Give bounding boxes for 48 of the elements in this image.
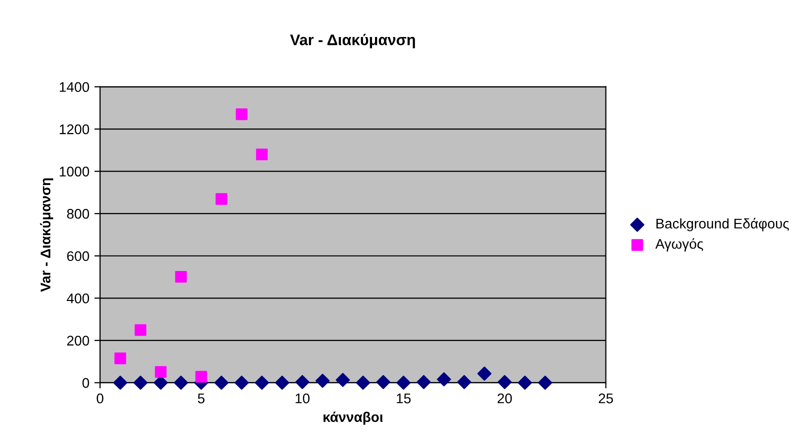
- point: [477, 366, 492, 381]
- point: [214, 376, 228, 390]
- x-tick-label: 10: [296, 393, 310, 404]
- point: [376, 375, 390, 390]
- point: [436, 372, 452, 386]
- point: [275, 376, 290, 390]
- point: [316, 374, 330, 388]
- legend-label: Background Εδάφους: [656, 218, 789, 232]
- y-tick-label: 1400: [60, 82, 90, 92]
- point: [133, 376, 148, 390]
- point: [113, 376, 128, 390]
- chart-title: Var - Διακύμανση: [290, 34, 415, 48]
- x-tick-label: 25: [598, 393, 613, 404]
- point: [518, 376, 532, 390]
- x-tick-label: 5: [198, 394, 204, 404]
- point: [236, 108, 248, 120]
- point: [498, 375, 512, 390]
- point: [416, 375, 431, 390]
- point: [295, 375, 310, 390]
- y-tick-label: 800: [67, 208, 90, 219]
- point: [457, 375, 472, 390]
- point: [216, 193, 228, 205]
- y-tick-label: 1200: [60, 124, 90, 134]
- point: [154, 376, 168, 390]
- point: [195, 370, 208, 383]
- y-tick-label: 1000: [60, 166, 90, 176]
- point: [174, 376, 188, 390]
- x-tick-label: 15: [396, 394, 411, 404]
- x-tick-label: 0: [96, 393, 104, 404]
- y-axis-title: Var - Διακύμανση: [40, 178, 54, 292]
- point: [175, 270, 187, 283]
- point: [336, 372, 350, 388]
- y-tick-label: 400: [66, 293, 90, 304]
- point: [396, 376, 411, 390]
- point: [254, 376, 269, 390]
- x-axis-title: κάνναβοι: [324, 412, 383, 425]
- y-tick-label: 600: [67, 251, 90, 262]
- y-tick-label: 200: [67, 336, 90, 346]
- point: [356, 376, 370, 390]
- legend-label: Αγωγός: [655, 238, 704, 252]
- point: [154, 366, 167, 378]
- point: [234, 376, 249, 390]
- x-tick-label: 20: [498, 393, 512, 404]
- point: [114, 352, 126, 364]
- point: [256, 148, 268, 160]
- point: [134, 324, 146, 336]
- point: [538, 376, 552, 390]
- y-tick-label: 0: [82, 378, 90, 388]
